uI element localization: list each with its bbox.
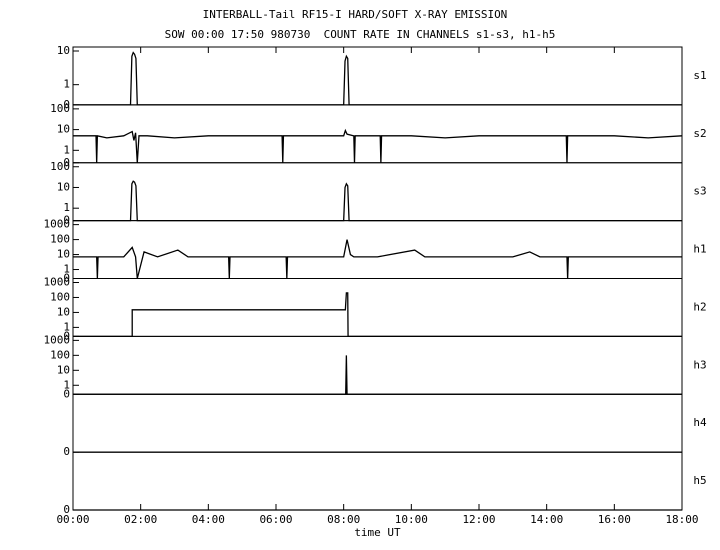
x-tick-label: 16:00 bbox=[598, 513, 631, 526]
x-tick-label: 08:00 bbox=[327, 513, 360, 526]
y-tick-label: 0 bbox=[63, 387, 70, 400]
panel-label: h5 bbox=[693, 474, 706, 487]
y-tick-label: 0 bbox=[63, 503, 70, 516]
y-tick-label: 1000 bbox=[44, 276, 71, 289]
y-tick-label: 10 bbox=[57, 180, 70, 193]
y-tick-label: 1000 bbox=[44, 333, 71, 346]
panel-label: s3 bbox=[693, 185, 706, 198]
chart-title: INTERBALL-Tail RF15-I HARD/SOFT X-RAY EM… bbox=[203, 8, 508, 21]
y-tick-label: 100 bbox=[50, 102, 70, 115]
y-tick-label: 100 bbox=[50, 233, 70, 246]
chart-subtitle: SOW 00:00 17:50 980730 COUNT RATE IN CHA… bbox=[165, 28, 556, 41]
x-tick-label: 14:00 bbox=[530, 513, 563, 526]
y-tick-label: 1 bbox=[63, 78, 70, 91]
x-tick-label: 00:00 bbox=[56, 513, 89, 526]
y-tick-label: 1 bbox=[63, 378, 70, 391]
y-tick-label: 1 bbox=[63, 263, 70, 276]
y-tick-label: 0 bbox=[63, 156, 70, 169]
x-tick-label: 06:00 bbox=[259, 513, 292, 526]
panel-label: h3 bbox=[693, 358, 706, 371]
panel-label: s1 bbox=[693, 69, 706, 82]
panel-label: h2 bbox=[693, 300, 706, 313]
y-tick-label: 1 bbox=[63, 201, 70, 214]
y-tick-label: 10 bbox=[57, 305, 70, 318]
x-tick-label: 04:00 bbox=[192, 513, 225, 526]
data-line bbox=[73, 292, 682, 338]
x-axis-label: time UT bbox=[354, 526, 401, 539]
y-tick-label: 1 bbox=[63, 143, 70, 156]
x-tick-label: 02:00 bbox=[124, 513, 157, 526]
y-tick-label: 1 bbox=[63, 320, 70, 333]
y-tick-label: 0 bbox=[63, 329, 70, 342]
panel-label: h4 bbox=[693, 416, 707, 429]
data-line bbox=[73, 239, 682, 279]
y-tick-label: 10 bbox=[57, 44, 70, 57]
y-tick-label: 100 bbox=[50, 290, 70, 303]
y-tick-label: 0 bbox=[63, 445, 70, 458]
panel-label: s2 bbox=[693, 127, 706, 140]
y-tick-label: 10 bbox=[57, 363, 70, 376]
y-tick-label: 100 bbox=[50, 160, 70, 173]
x-tick-label: 18:00 bbox=[665, 513, 698, 526]
x-tick-label: 10:00 bbox=[395, 513, 428, 526]
y-tick-label: 0 bbox=[63, 214, 70, 227]
y-tick-label: 10 bbox=[57, 123, 70, 136]
y-tick-label: 100 bbox=[50, 348, 70, 361]
data-line bbox=[73, 128, 683, 163]
x-tick-label: 12:00 bbox=[462, 513, 495, 526]
y-tick-label: 0 bbox=[63, 98, 70, 111]
panel-label: h1 bbox=[693, 243, 706, 256]
y-tick-label: 1000 bbox=[44, 218, 71, 231]
y-tick-label: 0 bbox=[63, 272, 70, 285]
y-tick-label: 10 bbox=[57, 248, 70, 261]
